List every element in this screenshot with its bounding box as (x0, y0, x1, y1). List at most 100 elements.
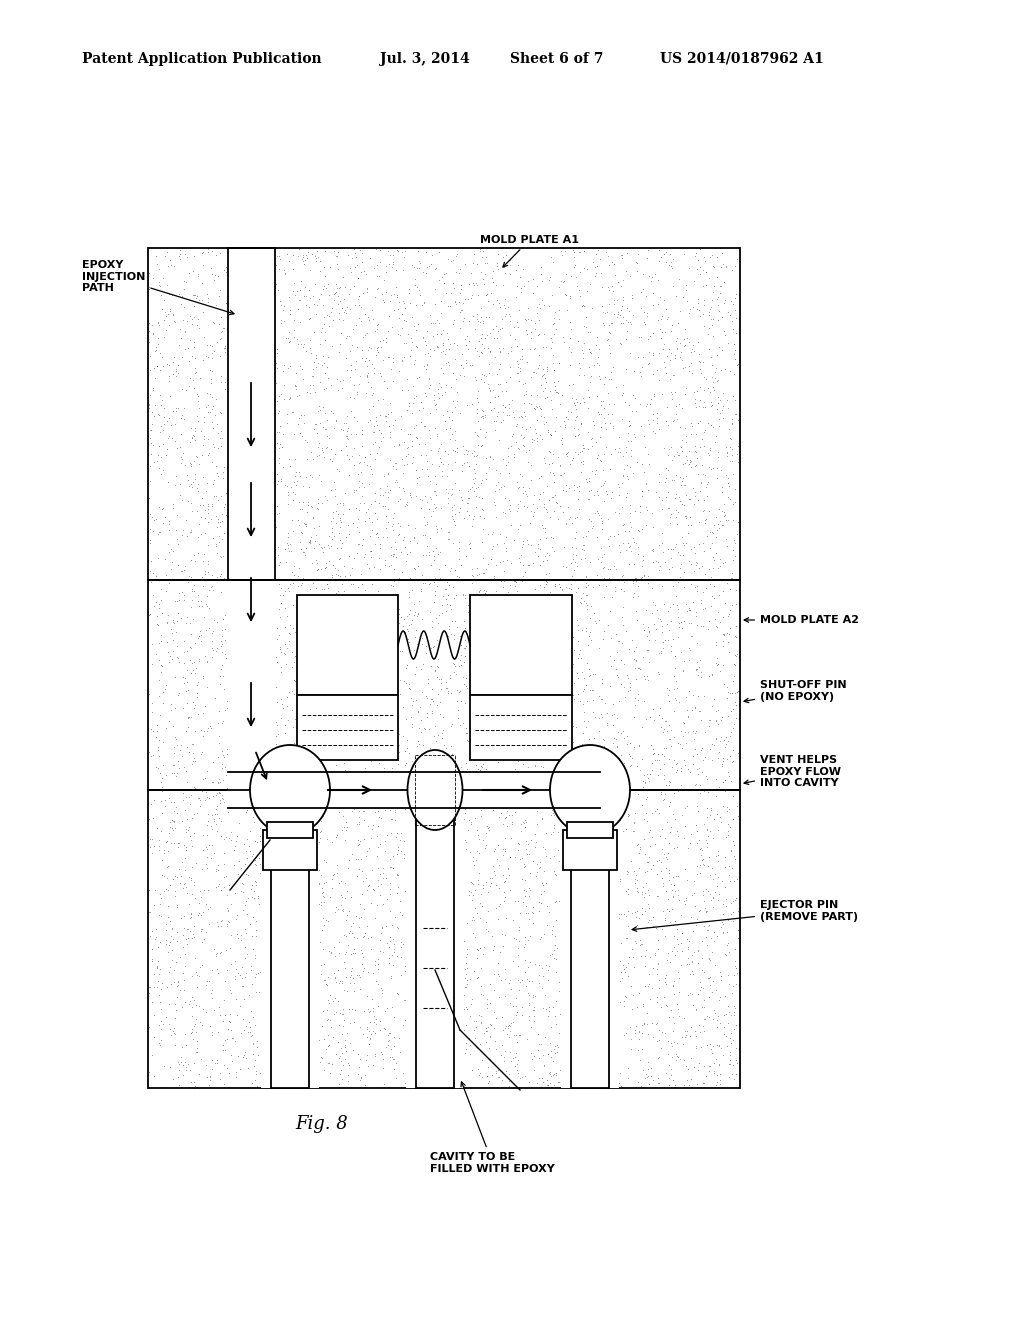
Point (219, 902, 236, 923)
Point (144, 314, 161, 335)
Point (362, 763, 379, 784)
Point (594, 824, 610, 845)
Point (712, 961, 728, 982)
Point (569, 668, 586, 689)
Point (259, 985, 275, 1006)
Point (177, 847, 194, 869)
Point (469, 948, 485, 969)
Point (563, 751, 580, 772)
Point (476, 837, 493, 858)
Point (568, 939, 585, 960)
Point (482, 341, 499, 362)
Point (393, 937, 410, 958)
Point (263, 593, 280, 614)
Point (365, 1055, 381, 1076)
Point (657, 467, 674, 488)
Point (391, 360, 408, 381)
Point (722, 682, 738, 704)
Point (582, 784, 598, 805)
Point (529, 428, 546, 449)
Point (659, 842, 676, 863)
Point (548, 1063, 564, 1084)
Point (553, 888, 569, 909)
Point (344, 445, 360, 466)
Point (372, 607, 388, 628)
Point (289, 597, 305, 618)
Point (278, 920, 294, 941)
Point (154, 499, 170, 520)
Point (465, 850, 481, 871)
Point (696, 1073, 713, 1094)
Point (693, 363, 710, 384)
Point (421, 573, 437, 594)
Point (523, 384, 540, 405)
Point (252, 644, 268, 665)
Point (211, 725, 227, 746)
Point (341, 622, 357, 643)
Point (215, 853, 231, 874)
Point (565, 627, 582, 648)
Point (358, 701, 375, 722)
Point (168, 466, 184, 487)
Point (353, 648, 370, 669)
Point (280, 734, 296, 755)
Point (438, 478, 455, 499)
Point (357, 579, 374, 601)
Point (289, 865, 305, 886)
Point (530, 396, 547, 417)
Point (194, 954, 210, 975)
Point (330, 991, 346, 1012)
Point (608, 558, 625, 579)
Point (575, 590, 592, 611)
Point (305, 814, 322, 836)
Point (295, 491, 311, 512)
Point (707, 432, 723, 453)
Point (623, 755, 639, 776)
Point (392, 902, 409, 923)
Point (323, 694, 339, 715)
Point (558, 954, 574, 975)
Point (346, 639, 362, 660)
Point (608, 642, 625, 663)
Point (212, 545, 228, 566)
Point (565, 672, 582, 693)
Point (675, 1034, 691, 1055)
Point (528, 396, 545, 417)
Point (356, 758, 373, 779)
Point (193, 507, 209, 528)
Point (334, 899, 350, 920)
Point (311, 465, 328, 486)
Point (395, 463, 412, 484)
Point (513, 766, 529, 787)
Point (575, 582, 592, 603)
Point (188, 1041, 205, 1063)
Point (166, 737, 182, 758)
Point (284, 562, 300, 583)
Point (637, 956, 653, 977)
Point (654, 722, 671, 743)
Point (550, 446, 566, 467)
Point (697, 1008, 714, 1030)
Point (151, 739, 167, 760)
Point (272, 636, 289, 657)
Point (589, 447, 605, 469)
Point (512, 545, 528, 566)
Point (272, 433, 289, 454)
Point (170, 602, 186, 623)
Point (244, 795, 260, 816)
Point (341, 920, 357, 941)
Point (593, 507, 609, 528)
Point (541, 454, 557, 475)
Point (627, 426, 643, 447)
Point (220, 826, 237, 847)
Point (478, 822, 495, 843)
Point (350, 268, 367, 289)
Point (332, 1003, 348, 1024)
Point (445, 624, 462, 645)
Point (710, 247, 726, 268)
Point (175, 667, 191, 688)
Point (517, 635, 534, 656)
Point (489, 243, 506, 264)
Point (615, 727, 632, 748)
Point (559, 892, 575, 913)
